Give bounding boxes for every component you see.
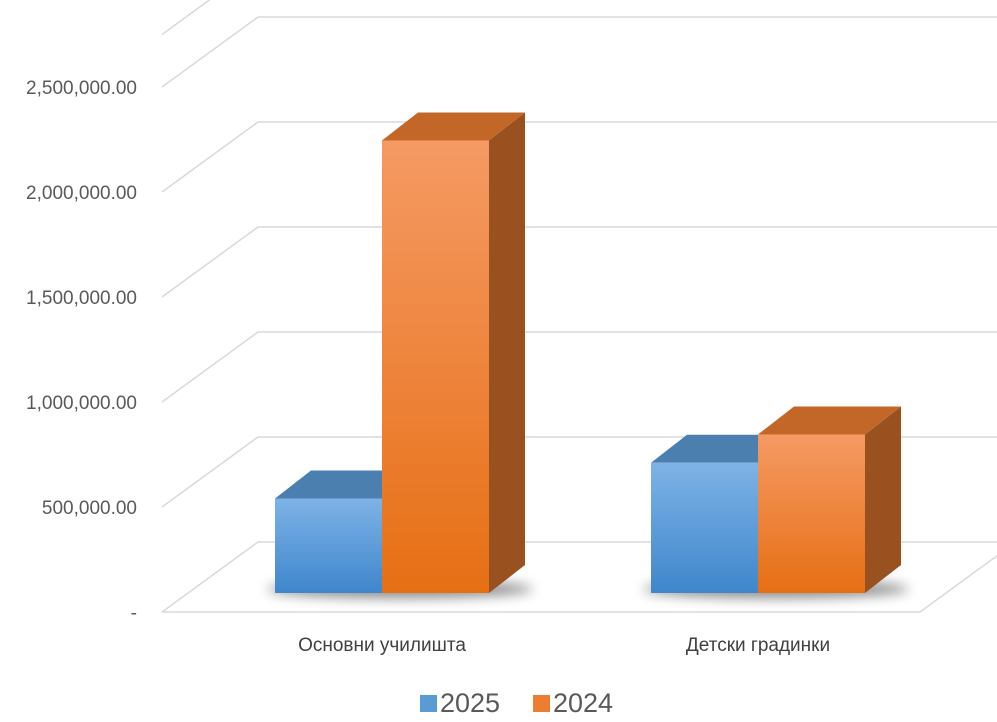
category-label: Основни училишта [298, 635, 466, 656]
gridline-side [161, 0, 211, 36]
bar-front [382, 140, 489, 593]
bar-top [382, 112, 525, 141]
bar-side [865, 406, 901, 593]
legend-label: 2025 [440, 688, 500, 717]
bar-2024-1 [758, 406, 901, 593]
floor-edge [162, 554, 997, 613]
bar-top [758, 406, 901, 435]
y-tick-label: 2,500,000.00 [26, 78, 137, 99]
x-axis: Основни училишта Детски градинки [298, 635, 830, 656]
y-tick-label: - [131, 603, 137, 624]
gridline-side [161, 331, 259, 403]
bar-front [758, 434, 865, 593]
y-axis: - 500,000.00 1,000,000.00 1,500,000.00 2,000… [26, 78, 137, 624]
gridline-side [161, 226, 259, 298]
bar-2024-0 [382, 112, 525, 593]
legend-label: 2024 [553, 688, 613, 717]
gridline-side [161, 16, 259, 88]
legend-item-2024: 2024 [533, 688, 613, 718]
bar-front [275, 498, 382, 593]
y-tick-label: 2,000,000.00 [26, 183, 137, 204]
legend: 2025 2024 [420, 688, 613, 718]
bar-side [489, 112, 525, 593]
bars [267, 112, 909, 598]
bar-front [651, 462, 758, 593]
y-tick-label: 1,000,000.00 [26, 393, 137, 414]
category-label: Детски градинки [686, 635, 830, 656]
legend-item-2025: 2025 [420, 688, 500, 718]
gridline-side [161, 121, 259, 193]
legend-swatch [533, 695, 550, 712]
y-tick-label: 1,500,000.00 [26, 288, 137, 309]
gridline-side [161, 436, 259, 508]
gridline-side [161, 541, 259, 613]
y-tick-label: 500,000.00 [42, 498, 137, 519]
legend-swatch [420, 695, 437, 712]
